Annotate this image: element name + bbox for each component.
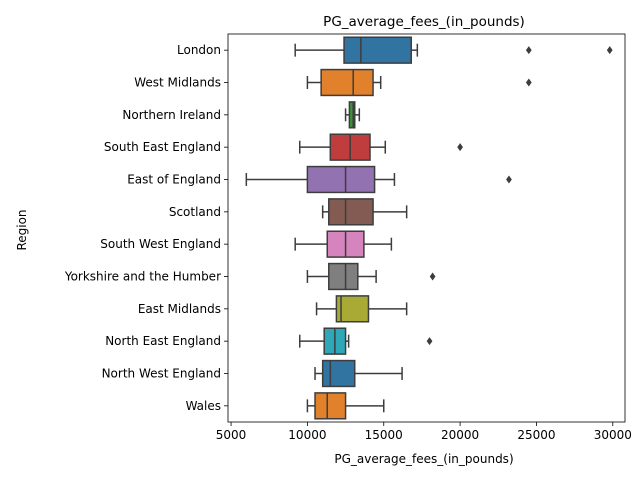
box-group — [306, 68, 532, 97]
box-group — [299, 133, 463, 161]
box-group — [299, 327, 433, 355]
box — [328, 262, 359, 291]
y-tick-label: Wales — [186, 399, 221, 413]
outlier-point — [525, 78, 532, 87]
y-tick-label: Yorkshire and the Humber — [64, 270, 221, 284]
chart-title: PG_average_fees_(in_pounds) — [323, 14, 525, 30]
box-group — [315, 295, 408, 323]
x-tick-label: 30000 — [594, 428, 632, 442]
plot-area — [245, 36, 613, 420]
box — [348, 101, 356, 129]
box — [335, 295, 370, 323]
box-group — [294, 36, 613, 64]
box — [328, 198, 374, 226]
box — [314, 392, 347, 420]
outlier-point — [426, 337, 433, 346]
box — [320, 68, 374, 97]
box-group — [314, 359, 403, 388]
box — [306, 165, 376, 194]
y-tick-label: North West England — [102, 367, 221, 381]
y-tick-label: East of England — [127, 173, 221, 187]
outlier-point — [429, 272, 436, 281]
box-group — [306, 262, 436, 291]
x-tick-label: 10000 — [288, 428, 326, 442]
y-tick-label: West Midlands — [134, 76, 221, 90]
y-tick-label: North East England — [105, 334, 221, 348]
outlier-point — [606, 46, 613, 55]
y-tick-label: South East England — [104, 140, 221, 154]
y-tick-label: Scotland — [169, 205, 221, 219]
y-tick-label: South West England — [100, 237, 221, 251]
box-group — [245, 165, 512, 194]
y-tick-label: London — [177, 43, 221, 57]
y-axis-label: Region — [15, 209, 29, 250]
x-tick-label: 5000 — [216, 428, 247, 442]
outlier-point — [525, 46, 532, 55]
box-group — [306, 392, 385, 420]
box-group — [321, 198, 408, 226]
outlier-point — [506, 175, 512, 184]
x-axis-label: PG_average_fees_(in_pounds) — [334, 452, 513, 466]
x-tick-label: 15000 — [365, 428, 403, 442]
box-group — [344, 101, 361, 129]
axes: London West Midlands Northern Ireland South… — [64, 43, 632, 442]
x-tick-label: 20000 — [441, 428, 479, 442]
outlier-point — [457, 143, 463, 152]
plot-frame — [227, 33, 626, 423]
box-group — [294, 230, 393, 258]
y-tick-label: Northern Ireland — [122, 108, 221, 122]
box — [343, 36, 412, 64]
box — [321, 359, 356, 388]
x-tick-label: 25000 — [517, 428, 555, 442]
y-tick-label: East Midlands — [138, 302, 221, 316]
